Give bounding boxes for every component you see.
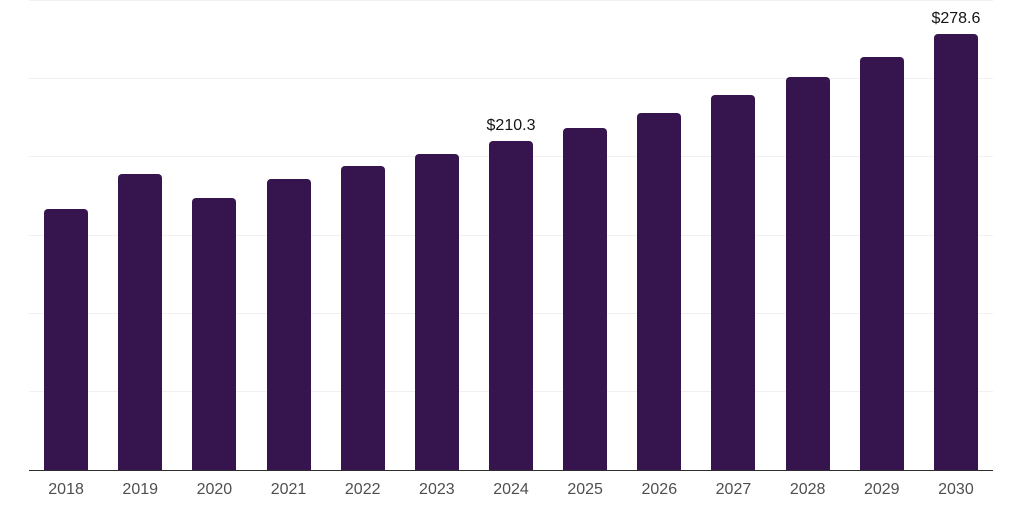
x-tick-label-2025: 2025 [567, 481, 603, 498]
bar-2022 [340, 166, 385, 470]
bar-2025 [563, 128, 608, 470]
x-tick-label-2018: 2018 [48, 481, 84, 498]
bar-value-label-2024: $210.3 [486, 117, 536, 135]
x-tick-label-2019: 2019 [122, 481, 159, 498]
bar-2020 [192, 197, 237, 470]
x-tick-label-2026: 2026 [641, 481, 678, 498]
bar-2030 [933, 34, 978, 470]
bar-2023 [414, 153, 459, 470]
x-tick-label-2020: 2020 [196, 481, 233, 498]
plot-area: $210.3 $278.6 [29, 0, 993, 471]
bar-2018 [44, 208, 89, 470]
x-tick-label-2023: 2023 [419, 481, 455, 498]
x-tick-label-2021: 2021 [270, 481, 307, 498]
x-axis-line [29, 469, 993, 471]
bar-2019 [118, 174, 163, 470]
x-tick-label-2027: 2027 [715, 481, 752, 498]
bar-2029 [859, 56, 904, 470]
bar-2027 [711, 94, 756, 470]
bar-2024 [489, 141, 533, 470]
gridline [29, 78, 993, 80]
x-tick-label-2030: 2030 [938, 481, 974, 498]
bar-2028 [785, 76, 830, 470]
x-axis-tick-labels: 2018 2019 2020 2021 2022 2023 2024 2025 2026 2027… [29, 481, 993, 503]
bar-value-label-2030: $278.6 [931, 10, 981, 28]
x-tick-label-2029: 2029 [863, 481, 900, 498]
bar-2021 [266, 178, 311, 470]
x-tick-label-2028: 2028 [789, 481, 826, 498]
x-tick-label-2024: 2024 [493, 481, 529, 498]
x-tick-label-2022: 2022 [344, 481, 381, 498]
gridline [29, 0, 993, 1]
bar-2026 [637, 113, 682, 470]
